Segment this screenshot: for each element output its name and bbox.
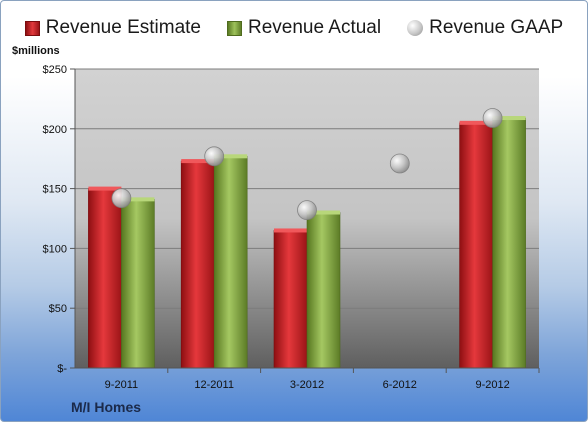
marker-revenue-gaap [482,108,503,128]
x-tick-label: 3-2012 [290,379,324,391]
company-name: M/I Homes [71,399,142,415]
marker-revenue-gaap [389,153,410,174]
bar-revenue-estimate [180,160,215,369]
y-axis-unit-label: $millions [12,45,60,57]
bar-revenue-estimate-cap [181,159,215,164]
bar-revenue-actual [306,212,341,369]
bar-revenue-actual [121,199,155,369]
x-tick-label: 12-2011 [194,379,234,391]
y-tick-label: $150 [43,184,67,196]
marker-revenue-gaap [111,188,132,209]
legend-label-gaap: Revenue GAAP [429,17,564,38]
legend-item-actual: Revenue Actual [227,17,381,39]
x-tick-label: 9-2011 [105,379,138,391]
bar-revenue-actual-cap [121,197,155,202]
bar-revenue-actual [492,117,526,369]
bar-revenue-estimate [273,230,308,369]
bar-revenue-estimate [459,122,493,369]
y-tick-label: $250 [43,64,67,76]
chart-legend: Revenue Estimate Revenue Actual Revenue … [1,17,587,39]
y-tick-label: $100 [43,243,67,255]
legend-item-gaap: Revenue GAAP [407,17,563,39]
y-tick-label: $- [57,363,67,375]
bar-revenue-actual [213,156,248,369]
bar-revenue-estimate-cap [459,120,493,125]
legend-label-estimate: Revenue Estimate [45,17,201,38]
marker-revenue-gaap [204,146,225,167]
y-tick-label: $50 [49,303,67,315]
bar-revenue-actual-cap [214,154,248,159]
legend-swatch-estimate [24,20,40,36]
legend-item-estimate: Revenue Estimate [24,17,201,39]
legend-swatch-actual [227,20,242,36]
legend-swatch-gaap [407,20,424,36]
x-tick-label: 6-2012 [383,379,417,391]
bar-revenue-estimate-cap [274,228,307,233]
bar-revenue-estimate [88,188,122,369]
legend-label-actual: Revenue Actual [248,17,382,38]
marker-revenue-gaap [297,200,317,221]
bar-revenue-actual-cap [307,210,340,215]
y-tick-label: $200 [43,124,67,136]
x-tick-label: 9-2012 [475,379,509,391]
bar-revenue-actual-cap [492,116,526,121]
bar-revenue-estimate-cap [88,186,122,191]
